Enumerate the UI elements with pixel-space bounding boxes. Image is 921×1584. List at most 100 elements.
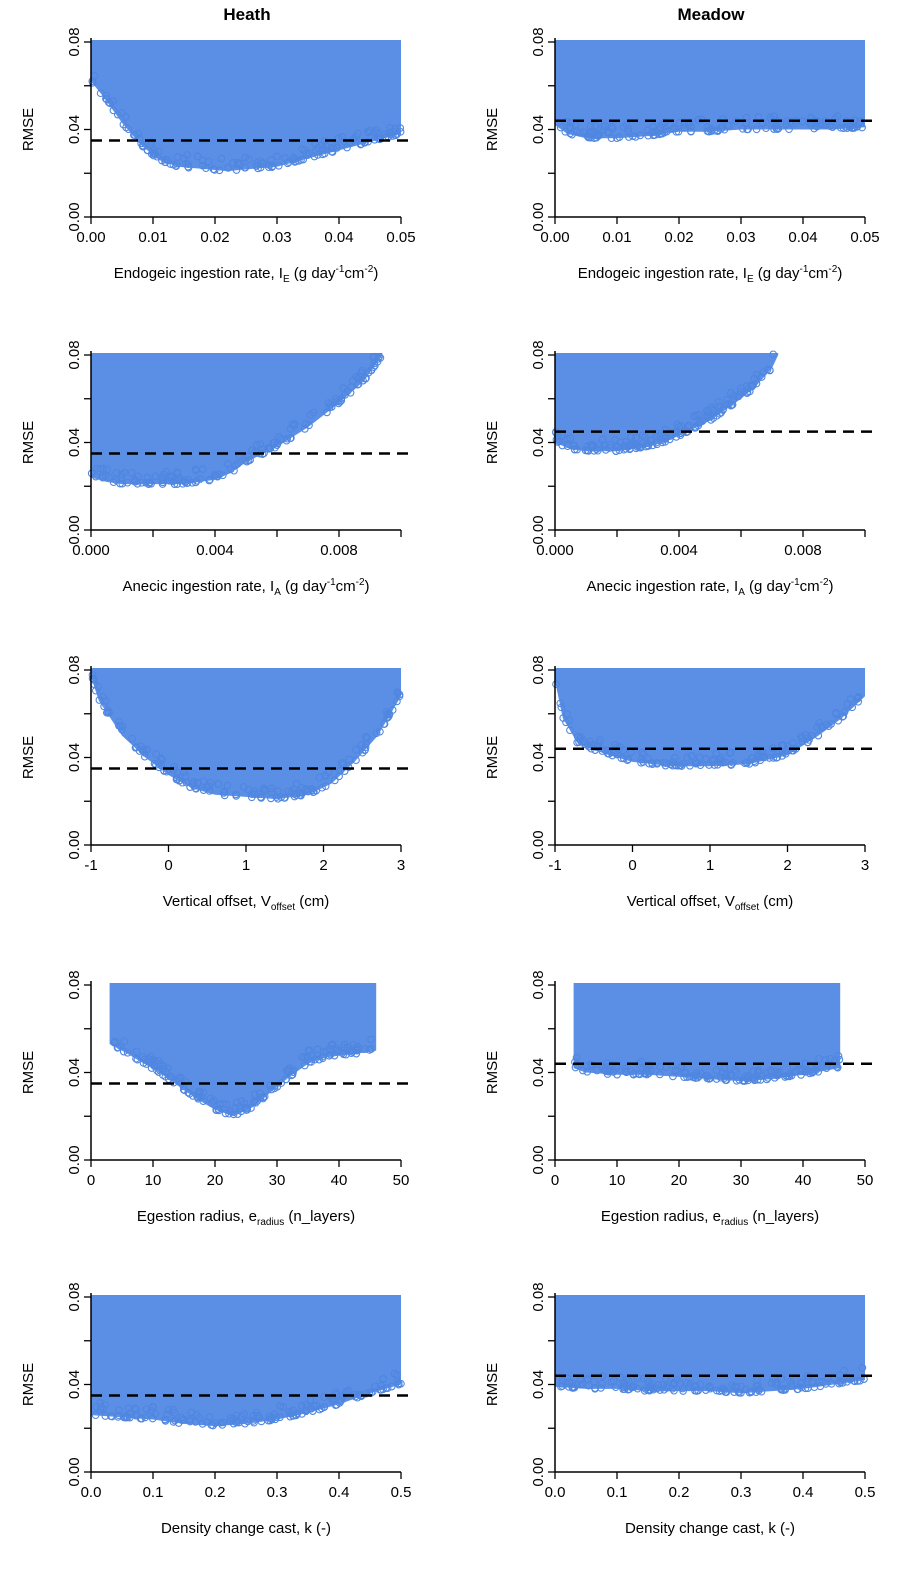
- x-axis-title: Anecic ingestion rate, IA (g day-1cm-2): [586, 577, 833, 598]
- scatter-point: [717, 1386, 726, 1395]
- scatter-point: [836, 123, 845, 132]
- scatter-point: [725, 121, 734, 130]
- scatter-point: [350, 134, 358, 143]
- scatter-point: [214, 780, 223, 788]
- scatter-point: [580, 128, 588, 136]
- scatter-point: [124, 1404, 133, 1413]
- y-tick-label: 0.00: [66, 1145, 83, 1174]
- scatter-point: [163, 1410, 171, 1419]
- x-tick-label: 0.2: [669, 1484, 690, 1501]
- y-axis-title: RMSE: [484, 421, 501, 464]
- scatter-point: [566, 434, 575, 443]
- panel-6: 0.00 0.04 0.08 0 10 20 30 40 50 RMSE Egestion radi…: [20, 970, 409, 1228]
- scatter-point: [232, 166, 241, 174]
- scatter-point: [175, 776, 184, 785]
- scatter-point: [122, 113, 130, 121]
- scatter-point: [393, 130, 401, 138]
- scatter-point: [254, 790, 263, 798]
- x-tick-label: 0.4: [329, 1484, 350, 1501]
- scatter-point: [826, 1054, 835, 1063]
- point-cloud: [555, 353, 779, 452]
- scatter-point: [722, 1070, 731, 1079]
- y-tick-label: 0.08: [66, 27, 83, 56]
- scatter-point: [686, 761, 694, 770]
- scatter-point: [229, 159, 237, 167]
- scatter-point: [223, 460, 232, 468]
- scatter-point: [307, 1058, 316, 1066]
- scatter-point: [616, 1373, 624, 1382]
- scatter-point: [795, 1065, 804, 1074]
- scatter-point: [633, 441, 642, 450]
- scatter-point: [247, 1104, 255, 1112]
- scatter-point: [132, 1047, 141, 1056]
- scatter-point: [619, 754, 628, 763]
- x-tick-label: 0.0: [545, 1484, 566, 1501]
- scatter-point: [102, 95, 111, 104]
- y-tick-label: 0.04: [66, 1370, 83, 1399]
- scatter-point: [611, 436, 620, 444]
- scatter-point: [728, 1381, 737, 1390]
- y-tick-label: 0.04: [66, 1058, 83, 1087]
- scatter-point: [221, 1109, 230, 1118]
- scatter-point: [166, 473, 175, 482]
- scatter-point: [176, 1073, 185, 1082]
- x-tick-label: 0.04: [324, 229, 353, 246]
- scatter-point: [573, 732, 582, 741]
- scatter-point: [662, 127, 671, 136]
- scatter-point: [687, 752, 696, 760]
- scatter-point: [321, 782, 330, 791]
- scatter-point: [325, 403, 334, 412]
- scatter-point: [120, 1037, 129, 1046]
- scatter-point: [579, 1066, 587, 1075]
- scatter-point: [134, 472, 142, 481]
- scatter-point: [732, 1067, 741, 1076]
- scatter-point: [729, 758, 737, 767]
- scatter-point: [288, 420, 297, 428]
- scatter-point: [672, 433, 681, 441]
- scatter-point: [137, 742, 145, 751]
- scatter-point: [206, 778, 215, 787]
- scatter-point: [604, 128, 613, 137]
- scatter-point: [597, 1384, 605, 1392]
- scatter-point: [622, 444, 630, 453]
- scatter-point: [727, 401, 735, 410]
- scatter-point: [584, 741, 592, 749]
- scatter-point: [769, 350, 778, 359]
- scatter-point: [640, 750, 648, 759]
- scatter-point: [613, 1070, 621, 1079]
- scatter-point: [352, 745, 360, 754]
- scatter-point: [595, 130, 604, 139]
- scatter-point: [804, 738, 812, 747]
- y-tick-label: 0.08: [66, 340, 83, 369]
- x-tick-label: -1: [84, 857, 97, 874]
- scatter-point: [250, 1097, 258, 1106]
- scatter-point: [101, 696, 110, 705]
- scatter-point: [563, 434, 571, 443]
- scatter-point: [775, 1068, 784, 1076]
- scatter-point: [162, 467, 170, 476]
- scatter-point: [622, 1068, 631, 1077]
- scatter-point: [781, 1384, 789, 1393]
- scatter-point: [334, 1047, 343, 1055]
- scatter-point: [332, 141, 341, 150]
- scatter-point: [683, 1379, 691, 1387]
- scatter-point: [833, 1063, 842, 1072]
- y-tick-label: 0.04: [530, 115, 547, 144]
- x-tick-label: 0: [551, 1172, 559, 1189]
- scatter-point: [345, 755, 354, 764]
- scatter-point: [727, 761, 735, 769]
- scatter-point: [363, 734, 371, 742]
- scatter-point: [815, 718, 824, 727]
- scatter-point: [298, 1053, 307, 1061]
- scatter-point: [215, 166, 224, 175]
- scatter-point: [125, 1409, 134, 1418]
- y-tick-label: 0.00: [66, 515, 83, 544]
- y-tick-label: 0.08: [66, 1282, 83, 1311]
- scatter-point: [644, 131, 653, 140]
- scatter-point: [627, 1067, 635, 1076]
- scatter-point: [661, 761, 670, 770]
- scatter-point: [226, 1107, 234, 1116]
- y-tick-label: 0.04: [530, 1370, 547, 1399]
- scatter-point: [117, 473, 126, 482]
- x-tick-label: 40: [795, 1172, 812, 1189]
